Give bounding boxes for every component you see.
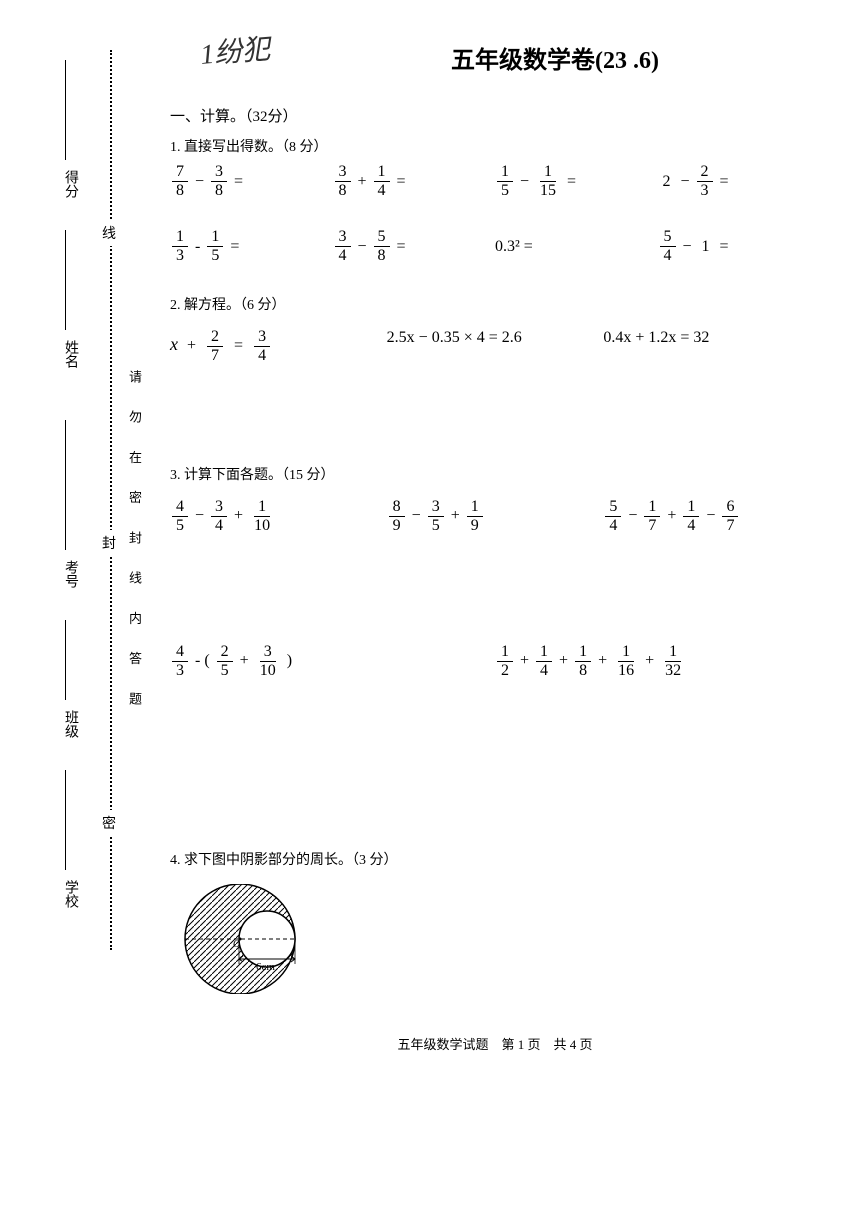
- sidebar-label-score: 得分: [60, 170, 80, 198]
- sidebar-underline-number: [65, 420, 66, 550]
- seal-char-secret: 密: [102, 810, 116, 836]
- q2-item1: x + 27 = 34: [170, 329, 387, 364]
- sidebar-label-number: 考号: [60, 560, 80, 588]
- q1-r2-item1: 13 - 15 =: [170, 229, 333, 264]
- q3-row1: 45−34+11089−35+1954−17+14−67: [170, 499, 820, 534]
- q2-item3: 0.4x + 1.2x = 32: [603, 329, 820, 364]
- q1-r1-item4: 2 − 23 =: [658, 164, 821, 199]
- page-footer: 五年级数学试题 第 1 页 共 4 页: [170, 1034, 820, 1053]
- seal-char-seal: 封: [102, 530, 116, 556]
- section-1-header: 一、计算。（32分）: [170, 105, 820, 126]
- q4-figure: O 6cm: [170, 884, 330, 994]
- q2-title: 2. 解方程。（6 分）: [170, 294, 820, 314]
- q1-r1-item1: 78 − 38 =: [170, 164, 333, 199]
- sidebar-underline-score: [65, 60, 66, 160]
- sidebar-underline-class: [65, 620, 66, 700]
- q3r2-item2: 12+14+18+116+132: [495, 644, 820, 679]
- page-content: 五年级数学卷(23 .6) 一、计算。（32分） 1. 直接写出得数。（8 分）…: [170, 40, 820, 1053]
- sidebar-label-class: 班级: [60, 710, 80, 738]
- q3-row2: 43- (25+310)12+14+18+116+132: [170, 644, 820, 679]
- q2-item2: 2.5x − 0.35 × 4 = 2.6: [387, 329, 604, 364]
- sidebar-underline-school: [65, 770, 66, 870]
- q1-r2-item3: 0.3² =: [495, 229, 658, 264]
- crescent-figure-svg: O 6cm: [170, 884, 330, 994]
- q3-title: 3. 计算下面各题。（15 分）: [170, 464, 820, 484]
- q3r1-item3: 54−17+14−67: [603, 499, 820, 534]
- seal-hint-text: 请 勿 在 密 封 线 内 答 题: [125, 370, 144, 717]
- binding-sidebar: 得分 姓名 考号 班级 学校 线 封 密 请 勿 在 密 封 线 内 答 题: [60, 50, 160, 950]
- q1-r2-item2: 34 − 58 =: [333, 229, 496, 264]
- q3r1-item2: 89−35+19: [387, 499, 604, 534]
- sidebar-label-school: 学校: [60, 880, 80, 908]
- q2-row: x + 27 = 34 2.5x − 0.35 × 4 = 2.6 0.4x +…: [170, 329, 820, 364]
- seal-char-line: 线: [102, 220, 116, 246]
- figure-dimension-label: 6cm: [256, 961, 275, 973]
- sidebar-underline-name: [65, 230, 66, 330]
- q1-r1-item3: 15 − 115 =: [495, 164, 658, 199]
- sidebar-label-name: 姓名: [60, 340, 80, 368]
- q3r1-item1: 45−34+110: [170, 499, 387, 534]
- q1-r1-item2: 38 + 14 =: [333, 164, 496, 199]
- q1-row1: 78 − 38 = 38 + 14 = 15 − 115 = 2 − 23 =: [170, 164, 820, 199]
- q3r2-item1: 43- (25+310): [170, 644, 495, 679]
- q4-title: 4. 求下图中阴影部分的周长。（3 分）: [170, 849, 820, 869]
- q1-row2: 13 - 15 = 34 − 58 = 0.3² = 54 − 1 =: [170, 229, 820, 264]
- q1-title: 1. 直接写出得数。（8 分）: [170, 136, 820, 156]
- q1-r2-item4: 54 − 1 =: [658, 229, 821, 264]
- exam-title: 五年级数学卷(23 .6): [290, 40, 820, 75]
